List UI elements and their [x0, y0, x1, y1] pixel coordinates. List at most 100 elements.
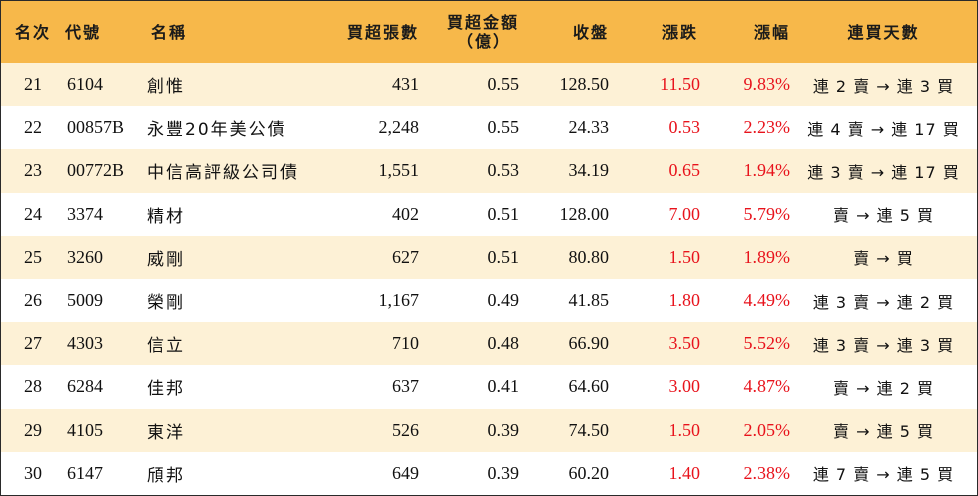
price-change-cell: 1.80: [668, 290, 701, 311]
stock-name-cell[interactable]: 信立: [147, 336, 185, 357]
price-change-cell: 3.50: [668, 333, 701, 354]
stock-name-cell[interactable]: 中信高評級公司債: [147, 163, 299, 184]
header-rank[interactable]: 名次: [14, 22, 51, 42]
stock-code-cell[interactable]: 6284: [67, 376, 103, 397]
header-net-buy-lots[interactable]: 買超張數: [346, 22, 419, 42]
price-change-cell: 0.65: [668, 160, 701, 181]
stock-code-cell[interactable]: 3374: [67, 203, 103, 224]
net-buy-amount-cell: 0.51: [487, 203, 520, 224]
table-body: 21 6104 創惟 431 0.55 128.50 11.50 9.83% 連…: [1, 63, 977, 495]
change-pct-cell: 2.23%: [743, 117, 791, 138]
table-row: 28 6284 佳邦 637 0.41 64.60 3.00 4.87% 賣 →…: [1, 365, 977, 409]
rank-cell: 25: [24, 246, 42, 267]
net-buy-lots-cell: 431: [392, 74, 419, 95]
change-pct-cell: 5.52%: [743, 333, 791, 354]
stock-code-cell[interactable]: 5009: [67, 290, 103, 311]
streak-cell: 連 3 賣 → 連 2 買: [812, 292, 955, 312]
change-pct-cell: 1.89%: [743, 246, 791, 267]
table-row: 23 00772B 中信高評級公司債 1,551 0.53 34.19 0.65…: [1, 149, 977, 193]
header-name[interactable]: 名稱: [151, 22, 188, 42]
rank-cell: 21: [24, 74, 42, 95]
change-pct-cell: 2.38%: [743, 462, 791, 483]
close-price-cell: 24.33: [568, 117, 610, 138]
header-net-buy-amount[interactable]: 買超金額 （億）: [419, 1, 519, 63]
stock-name-cell[interactable]: 榮剛: [147, 293, 185, 314]
streak-cell: 賣 → 連 5 買: [833, 206, 934, 226]
table-row: 21 6104 創惟 431 0.55 128.50 11.50 9.83% 連…: [1, 63, 977, 107]
streak-cell: 連 3 賣 → 連 3 買: [812, 335, 955, 355]
stock-code-cell[interactable]: 3260: [67, 246, 103, 267]
price-change-cell: 3.00: [668, 376, 701, 397]
header-change-pct[interactable]: 漲幅: [753, 22, 790, 42]
change-pct-cell: 4.87%: [743, 376, 791, 397]
close-price-cell: 128.00: [559, 203, 610, 224]
stock-name-cell[interactable]: 佳邦: [147, 379, 185, 400]
streak-cell: 連 4 賣 → 連 17 買: [807, 119, 960, 139]
net-buy-amount-cell: 0.39: [487, 419, 520, 440]
close-price-cell: 64.60: [568, 376, 610, 397]
stock-name-cell[interactable]: 頎邦: [147, 465, 185, 486]
net-buy-amount-cell: 0.55: [487, 74, 520, 95]
change-pct-cell: 5.79%: [743, 203, 791, 224]
net-buy-lots-cell: 649: [392, 462, 419, 483]
header-net-buy-amount-line1: 買超金額: [446, 13, 519, 32]
stock-code-cell[interactable]: 6104: [67, 74, 103, 95]
net-buy-lots-cell: 2,248: [378, 117, 420, 138]
price-change-cell: 1.50: [668, 419, 701, 440]
table-row: 24 3374 精材 402 0.51 128.00 7.00 5.79% 賣 …: [1, 192, 977, 236]
close-price-cell: 128.50: [559, 74, 610, 95]
rank-cell: 23: [24, 160, 42, 181]
net-buy-lots-cell: 627: [392, 246, 419, 267]
close-price-cell: 41.85: [568, 290, 610, 311]
close-price-cell: 60.20: [568, 462, 610, 483]
table-row: 30 6147 頎邦 649 0.39 60.20 1.40 2.38% 連 7…: [1, 451, 977, 495]
rank-cell: 27: [24, 333, 42, 354]
table-row: 29 4105 東洋 526 0.39 74.50 1.50 2.05% 賣 →…: [1, 408, 977, 452]
rank-cell: 28: [24, 376, 42, 397]
close-price-cell: 74.50: [568, 419, 610, 440]
stock-name-cell[interactable]: 創惟: [147, 77, 185, 98]
rank-cell: 24: [24, 203, 42, 224]
net-buy-amount-cell: 0.41: [487, 376, 520, 397]
net-buy-lots-cell: 1,167: [378, 290, 420, 311]
header-change[interactable]: 漲跌: [661, 22, 698, 42]
header-code[interactable]: 代號: [65, 22, 102, 42]
net-buy-amount-cell: 0.55: [487, 117, 520, 138]
net-buy-lots-cell: 526: [392, 419, 419, 440]
net-buy-amount-cell: 0.51: [487, 246, 520, 267]
stock-code-cell[interactable]: 00857B: [67, 117, 125, 138]
price-change-cell: 11.50: [660, 74, 700, 95]
stock-name-cell[interactable]: 威剛: [147, 249, 185, 270]
price-change-cell: 1.50: [668, 246, 701, 267]
stock-name-cell[interactable]: 東洋: [147, 422, 185, 443]
stock-name-cell[interactable]: 精材: [147, 206, 185, 227]
change-pct-cell: 1.94%: [743, 160, 791, 181]
price-change-cell: 7.00: [668, 203, 701, 224]
close-price-cell: 34.19: [568, 160, 610, 181]
close-price-cell: 80.80: [568, 246, 610, 267]
table-row: 26 5009 榮剛 1,167 0.49 41.85 1.80 4.49% 連…: [1, 278, 977, 323]
net-buy-amount-cell: 0.48: [487, 333, 520, 354]
price-change-cell: 1.40: [668, 462, 701, 483]
header-close[interactable]: 收盤: [572, 22, 609, 42]
change-pct-cell: 4.49%: [743, 290, 791, 311]
stock-code-cell[interactable]: 00772B: [67, 160, 125, 181]
change-pct-cell: 2.05%: [743, 419, 791, 440]
header-streak[interactable]: 連買天數: [847, 22, 920, 42]
rank-cell: 30: [24, 462, 42, 483]
rank-cell: 29: [24, 419, 42, 440]
streak-cell: 連 3 賣 → 連 17 買: [807, 162, 960, 182]
stock-code-cell[interactable]: 4105: [67, 419, 103, 440]
streak-cell: 賣 → 連 2 買: [833, 378, 934, 398]
close-price-cell: 66.90: [568, 333, 610, 354]
net-buy-amount-cell: 0.49: [487, 290, 520, 311]
change-pct-cell: 9.83%: [743, 74, 791, 95]
stock-code-cell[interactable]: 4303: [67, 333, 103, 354]
net-buy-lots-cell: 710: [392, 333, 419, 354]
table-row: 22 00857B 永豐20年美公債 2,248 0.55 24.33 0.53…: [1, 106, 977, 150]
streak-cell: 連 7 賣 → 連 5 買: [812, 465, 955, 485]
stock-code-cell[interactable]: 6147: [67, 462, 103, 483]
stock-name-cell[interactable]: 永豐20年美公債: [147, 120, 287, 141]
table-row: 25 3260 威剛 627 0.51 80.80 1.50 1.89% 賣 →…: [1, 235, 977, 279]
